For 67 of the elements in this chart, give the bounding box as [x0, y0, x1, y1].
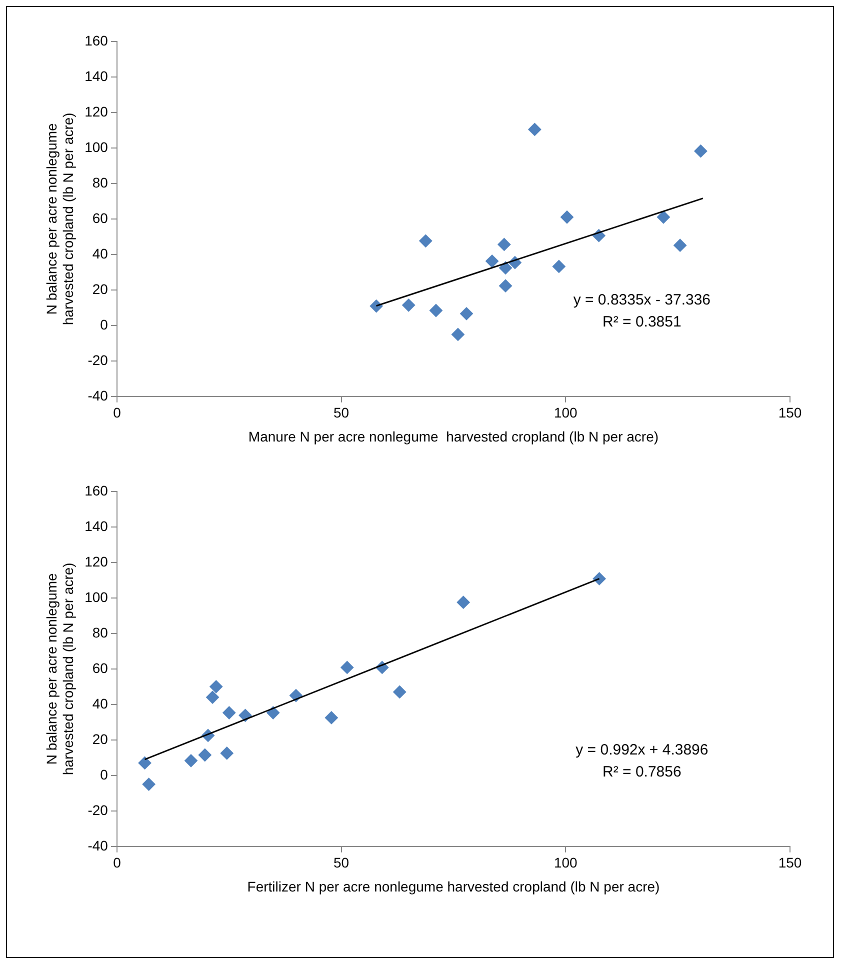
y-tick-label: 160 [84, 482, 108, 498]
x-tick-label: 0 [113, 854, 122, 871]
y-tick-label: 120 [84, 553, 108, 570]
point [451, 328, 464, 341]
x-tick-label: 150 [778, 404, 802, 421]
point [498, 238, 511, 251]
point [499, 261, 512, 274]
point [222, 706, 236, 720]
y-axis-title: N balance per acre nonlegume harvested cropland (lb N per acre) [43, 562, 76, 776]
y-tick-label: 0 [100, 316, 108, 332]
y-tick-label: -40 [88, 387, 108, 404]
point [324, 711, 338, 724]
point [694, 144, 708, 158]
x-tick-label: 100 [554, 404, 578, 421]
y-tick-label: 0 [100, 766, 108, 782]
point [198, 748, 212, 762]
point [552, 260, 566, 273]
y-axis-title: N balance per acre nonlegume harvested cropland (lb N per acre) [43, 112, 76, 326]
y-tick-label: 120 [84, 103, 108, 120]
y-tick-label: 160 [84, 32, 108, 48]
annotation: y = 0.8335x - 37.336 [573, 292, 711, 309]
point [210, 680, 223, 694]
y-tick-label: 100 [84, 588, 108, 605]
point [138, 756, 152, 770]
point [499, 279, 512, 292]
y-tick-label: 20 [92, 730, 108, 747]
point [486, 254, 499, 268]
y-tick-label: -20 [88, 802, 108, 818]
point [370, 300, 383, 313]
point [592, 572, 606, 586]
point [429, 304, 442, 317]
point [656, 210, 670, 224]
x-tick-label: 0 [113, 404, 122, 421]
annotation: R² = 0.7856 [602, 764, 682, 781]
y-tick-label: 40 [92, 695, 108, 712]
x-tick-label: 50 [334, 404, 350, 421]
x-axis-title: Manure N per acre nonlegume harvested cropland (lb N per acre) [248, 428, 659, 444]
y-tick-label: 140 [84, 518, 108, 534]
point [142, 778, 156, 791]
point [528, 122, 542, 136]
y-tick-label: -20 [88, 352, 108, 368]
point [560, 210, 574, 224]
y-tick-label: 80 [92, 624, 108, 640]
y-tick-label: 60 [92, 210, 108, 226]
y-tick-label: 40 [92, 245, 108, 262]
annotation: y = 0.992x + 4.3896 [576, 742, 708, 759]
y-tick-label: 60 [92, 660, 108, 676]
point [220, 746, 234, 760]
point [402, 298, 416, 312]
y-tick-label: 140 [84, 68, 108, 84]
x-axis-title: Fertilizer N per acre nonlegume harvested cropland (lb N per acre) [247, 878, 660, 894]
y-tick-label: -40 [88, 837, 108, 854]
point [456, 596, 470, 609]
x-tick-label: 50 [334, 854, 350, 871]
point [340, 660, 354, 674]
point [674, 238, 687, 252]
annotation: R² = 0.3851 [602, 314, 682, 331]
x-tick-label: 150 [778, 854, 802, 871]
y-tick-label: 100 [84, 138, 108, 155]
x-tick-label: 100 [554, 854, 578, 871]
point [184, 754, 198, 768]
point [206, 690, 220, 704]
y-tick-label: 80 [92, 174, 108, 190]
point [393, 685, 406, 698]
point [419, 234, 432, 248]
y-tick-label: 20 [92, 280, 108, 297]
point [460, 307, 473, 320]
